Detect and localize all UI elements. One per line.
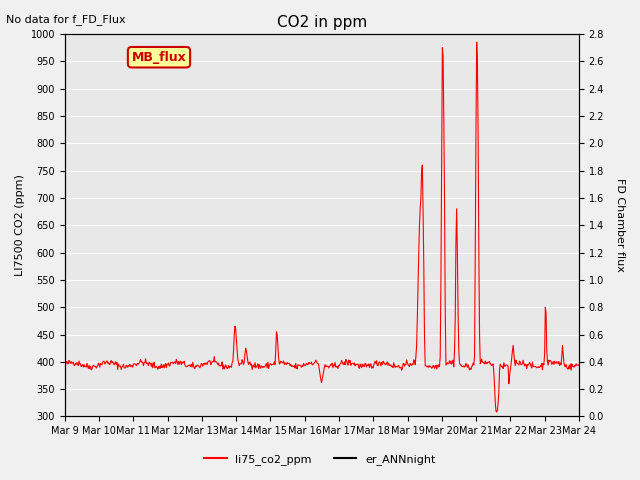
li75_co2_ppm [123, 363, 131, 369]
li75_co2_ppm [473, 39, 481, 45]
Line: li75_co2_ppm: li75_co2_ppm [65, 42, 579, 412]
li75_co2_ppm [384, 362, 392, 368]
li75_co2_ppm [575, 362, 583, 368]
Text: No data for f_FD_Flux: No data for f_FD_Flux [6, 14, 126, 25]
li75_co2_ppm [493, 409, 500, 415]
Title: CO2 in ppm: CO2 in ppm [276, 15, 367, 30]
li75_co2_ppm [399, 361, 407, 367]
Y-axis label: LI7500 CO2 (ppm): LI7500 CO2 (ppm) [15, 174, 25, 276]
Text: MB_flux: MB_flux [132, 51, 186, 64]
Legend: li75_co2_ppm, er_ANNnight: li75_co2_ppm, er_ANNnight [200, 450, 440, 469]
Y-axis label: FD Chamber flux: FD Chamber flux [615, 178, 625, 272]
li75_co2_ppm [175, 361, 183, 367]
li75_co2_ppm [61, 361, 68, 367]
li75_co2_ppm [70, 363, 78, 369]
li75_co2_ppm [202, 360, 210, 366]
